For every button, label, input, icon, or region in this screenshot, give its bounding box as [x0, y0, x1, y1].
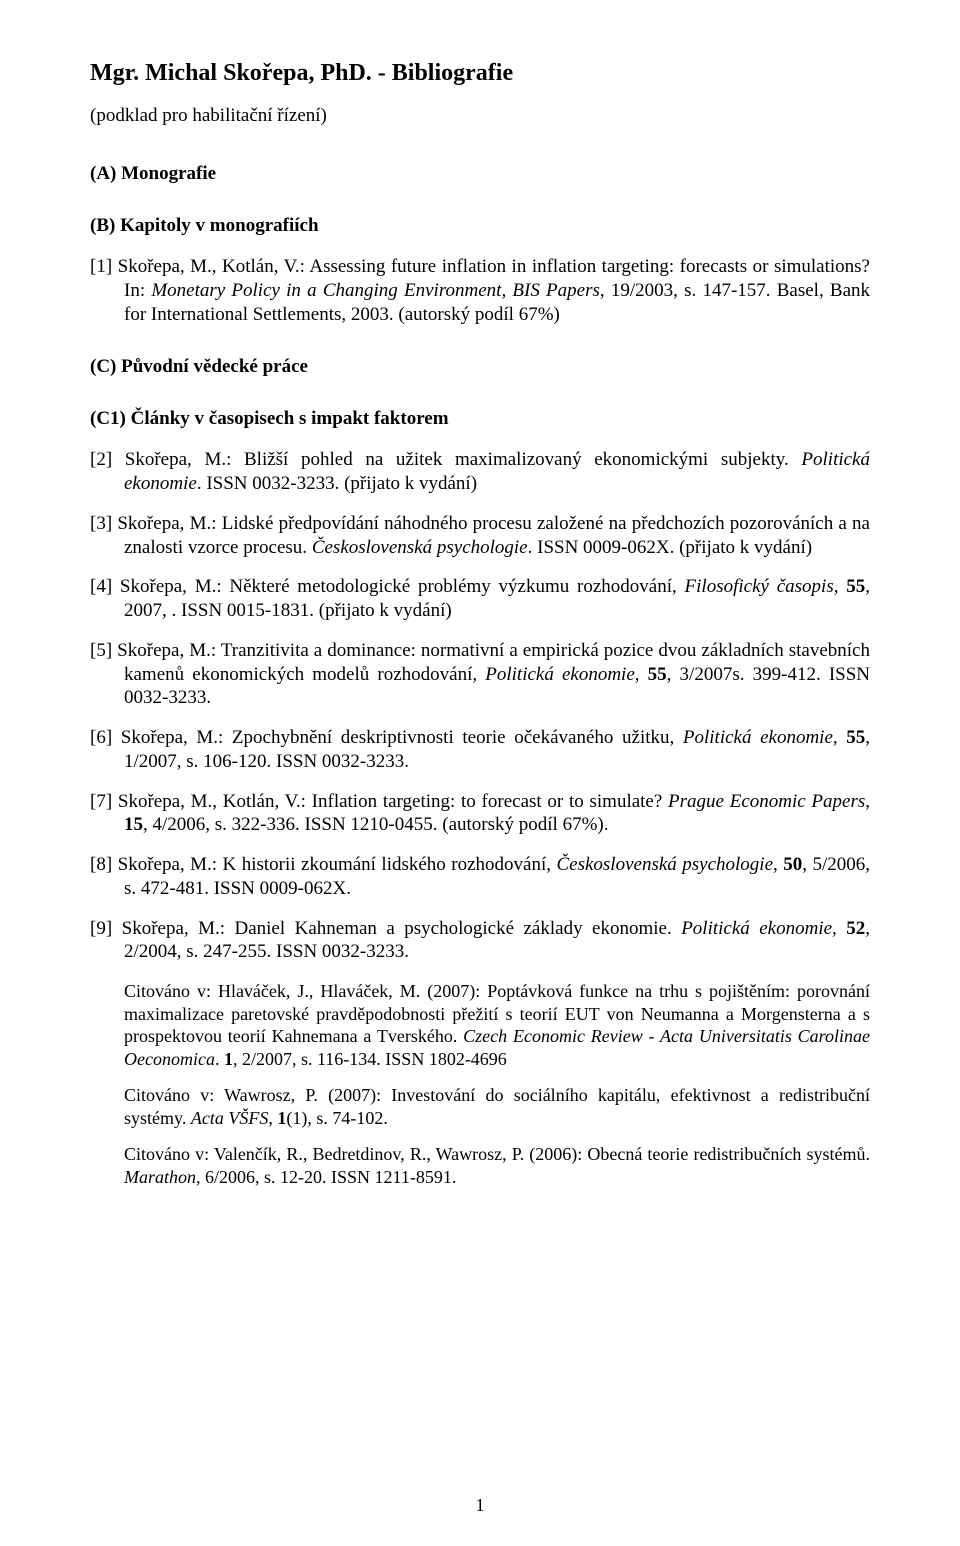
- citation-2: Citováno v: Wawrosz, P. (2007): Investov…: [124, 1084, 870, 1129]
- citation-1: Citováno v: Hlaváček, J., Hlaváček, M. (…: [124, 980, 870, 1070]
- entry-c6: [6] Skořepa, M.: Zpochybnění deskriptivn…: [90, 726, 870, 774]
- section-c-heading: (C) Původní vědecké práce: [90, 356, 870, 378]
- entry-c8: [8] Skořepa, M.: K historii zkoumání lid…: [90, 853, 870, 901]
- entry-b1: [1] Skořepa, M., Kotlán, V.: Assessing f…: [90, 255, 870, 326]
- entry-c7: [7] Skořepa, M., Kotlán, V.: Inflation t…: [90, 790, 870, 838]
- entry-c3: [3] Skořepa, M.: Lidské předpovídání náh…: [90, 512, 870, 560]
- citation-3: Citováno v: Valenčík, R., Bedretdinov, R…: [124, 1143, 870, 1188]
- entry-c2: [2] Skořepa, M.: Bližší pohled na užitek…: [90, 448, 870, 496]
- entry-c9: [9] Skořepa, M.: Daniel Kahneman a psych…: [90, 917, 870, 965]
- entry-c5: [5] Skořepa, M.: Tranzitivita a dominanc…: [90, 639, 870, 710]
- section-a-heading: (A) Monografie: [90, 163, 870, 185]
- entry-c4: [4] Skořepa, M.: Některé metodologické p…: [90, 575, 870, 623]
- page-number: 1: [0, 1495, 960, 1516]
- section-b-heading: (B) Kapitoly v monografiích: [90, 215, 870, 237]
- section-c1-heading: (C1) Články v časopisech s impakt faktor…: [90, 408, 870, 430]
- page-title: Mgr. Michal Skořepa, PhD. - Bibliografie: [90, 60, 870, 87]
- page-subtitle: (podklad pro habilitační řízení): [90, 105, 870, 127]
- page: Mgr. Michal Skořepa, PhD. - Bibliografie…: [0, 0, 960, 1546]
